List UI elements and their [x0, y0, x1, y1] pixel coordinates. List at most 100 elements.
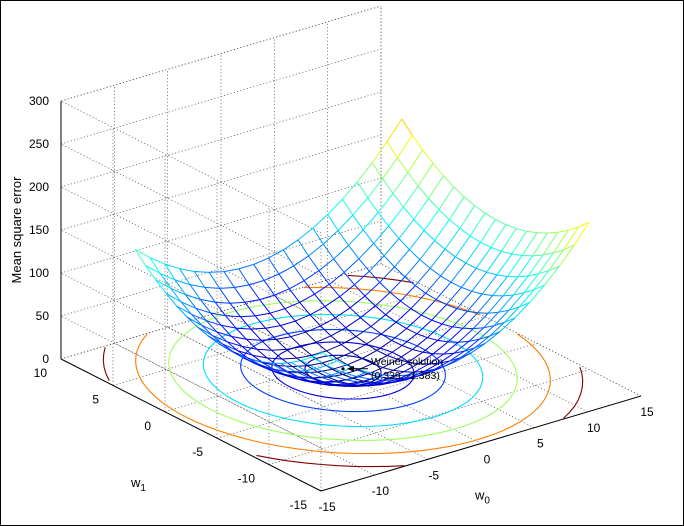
mesh-line	[465, 241, 482, 264]
mesh-line	[410, 308, 422, 316]
mesh-line	[397, 349, 413, 360]
mesh-line	[388, 371, 404, 379]
mesh-line	[248, 284, 261, 300]
mesh-line	[219, 288, 231, 304]
mesh-line	[219, 287, 235, 289]
mesh-line	[300, 346, 312, 356]
mesh-line	[414, 267, 431, 286]
contour-line	[168, 300, 518, 441]
mesh-line	[528, 273, 539, 277]
mesh-line	[351, 343, 367, 353]
mesh-line	[490, 246, 502, 252]
mesh-line	[471, 290, 483, 295]
mesh-line	[440, 275, 452, 283]
mesh-line	[416, 333, 428, 339]
mesh-line	[441, 308, 458, 325]
mesh-line	[357, 162, 373, 183]
mesh-line	[489, 331, 501, 337]
mesh-line	[318, 270, 330, 285]
mesh-line	[256, 348, 268, 359]
mesh-line	[475, 247, 492, 269]
mesh-line	[225, 315, 237, 329]
mesh-line	[371, 162, 384, 179]
mesh-line	[303, 270, 320, 282]
grid-line-z-left	[60, 143, 322, 277]
mesh-line	[207, 335, 223, 345]
mesh-line	[330, 327, 346, 337]
mesh-line	[444, 228, 461, 250]
mesh-line	[357, 369, 369, 375]
mesh-line	[311, 352, 323, 358]
mesh-line	[327, 214, 339, 231]
mesh-line	[305, 331, 317, 343]
mesh-line	[308, 255, 320, 271]
mesh-line	[354, 284, 366, 297]
mesh-line	[351, 351, 363, 359]
mesh-line	[411, 134, 424, 151]
mesh-line	[260, 339, 272, 351]
mesh-line	[381, 333, 392, 341]
mesh-line	[324, 296, 340, 308]
mesh-line	[305, 325, 321, 333]
mesh-line	[174, 279, 187, 296]
mesh-line	[399, 371, 415, 379]
mesh-line	[446, 287, 462, 305]
mesh-line	[501, 250, 512, 255]
mesh-line	[387, 345, 403, 356]
mesh-line	[208, 272, 221, 289]
mesh-line	[482, 293, 493, 297]
mesh-line	[413, 219, 425, 231]
mesh-line	[407, 149, 424, 173]
mesh-line	[322, 243, 335, 260]
mesh-line	[376, 339, 392, 351]
mesh-line	[308, 243, 324, 257]
mesh-line	[145, 265, 157, 281]
mesh-line	[244, 299, 260, 303]
grid-line-z-back	[60, 91, 382, 188]
mesh-line	[362, 229, 375, 244]
mesh-line	[385, 300, 401, 316]
mesh-line	[386, 118, 403, 143]
mesh-line	[179, 268, 191, 285]
mesh-line	[439, 352, 455, 364]
mesh-line	[231, 336, 243, 347]
mesh-line	[155, 279, 167, 294]
mesh-line	[419, 259, 431, 269]
mesh-line	[434, 360, 450, 370]
mesh-line	[477, 295, 493, 314]
mesh-line	[186, 316, 198, 328]
mesh-line	[488, 311, 499, 314]
mesh-line	[461, 286, 472, 292]
mesh-line	[469, 235, 481, 243]
mesh-line	[414, 370, 425, 373]
annotation-title: Weiner solution	[371, 356, 443, 368]
mesh-line	[468, 338, 480, 342]
mesh-line	[367, 373, 379, 378]
mesh-line	[382, 178, 394, 194]
mesh-line	[206, 320, 218, 333]
contour-line	[347, 274, 414, 284]
mesh-line	[400, 285, 416, 302]
mesh-line	[395, 321, 407, 330]
mesh-line	[221, 324, 237, 329]
mesh-line	[443, 341, 459, 355]
mesh-line	[296, 357, 308, 367]
mesh-line	[523, 289, 535, 294]
mesh-line	[456, 308, 468, 312]
mesh-line	[322, 230, 339, 245]
mesh-line	[370, 326, 382, 335]
mesh-line	[225, 315, 241, 318]
y-tick-label: 5	[92, 392, 99, 406]
mesh-line	[466, 293, 483, 312]
mesh-line	[227, 341, 243, 347]
mesh-line	[382, 367, 394, 371]
mesh-line	[409, 370, 425, 379]
mesh-line	[450, 262, 467, 283]
mesh-line	[454, 350, 465, 354]
mesh-line	[235, 327, 251, 330]
mesh-line	[444, 248, 456, 258]
mesh-line	[437, 326, 453, 341]
mesh-line	[406, 314, 422, 329]
mesh-line	[563, 226, 580, 250]
mesh-line	[170, 287, 186, 296]
